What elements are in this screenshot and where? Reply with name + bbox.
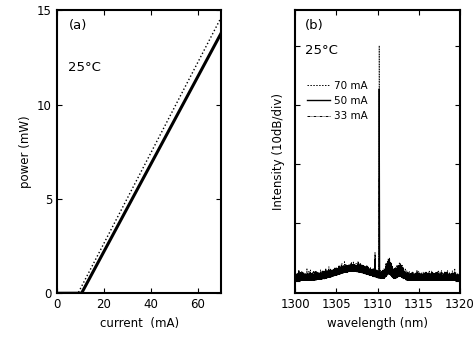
X-axis label: current  (mA): current (mA) [100,317,179,330]
Text: 25°C: 25°C [305,44,338,57]
Y-axis label: Intensity (10dB/div): Intensity (10dB/div) [272,93,285,210]
Text: (a): (a) [68,19,87,32]
Text: 25°C: 25°C [68,61,101,74]
X-axis label: wavelength (nm): wavelength (nm) [327,317,428,330]
Legend: 70 mA, 50 mA, 33 mA: 70 mA, 50 mA, 33 mA [304,78,371,124]
Text: (b): (b) [305,19,324,32]
Y-axis label: power (mW): power (mW) [18,116,32,188]
